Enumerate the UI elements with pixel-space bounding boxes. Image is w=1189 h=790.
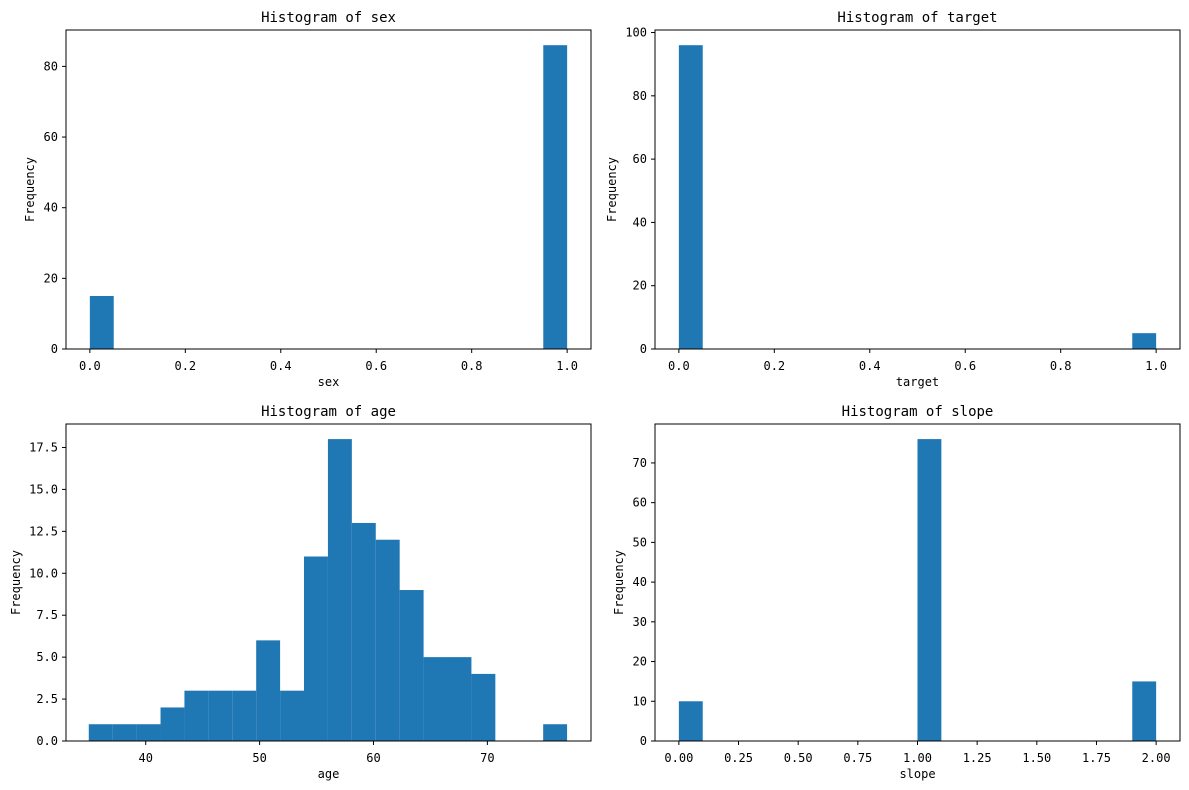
x-tick-label: 70	[480, 751, 494, 765]
histogram-bar	[136, 724, 161, 741]
x-tick-label: 0.00	[664, 751, 693, 765]
y-axis-label: Frequency	[612, 550, 626, 615]
y-tick-label: 10	[633, 694, 647, 708]
x-tick-label: 0.4	[270, 359, 292, 373]
x-tick-label: 1.25	[963, 751, 992, 765]
histogram-bar	[351, 522, 376, 741]
y-tick-label: 0	[640, 734, 647, 748]
histogram-bar	[304, 556, 328, 741]
y-tick-label: 0.0	[36, 734, 58, 748]
y-tick-label: 17.5	[29, 440, 58, 454]
y-tick-label: 100	[625, 26, 647, 40]
histogram-bar	[917, 439, 942, 741]
histogram-bar	[447, 657, 472, 741]
histogram-bar	[208, 690, 233, 741]
chart-panel-slope: 0.00 0.25 0.50 0.75 1.00 1.25 1.50 1.75 2.00 0 10 2…	[612, 404, 1181, 781]
y-tick-label: 60	[633, 496, 647, 510]
x-tick-label: 1.0	[1145, 359, 1167, 373]
histogram-bar	[543, 45, 568, 349]
y-axis-label: Frequency	[23, 157, 37, 222]
x-tick-label: 0.6	[954, 359, 976, 373]
y-tick-label: 40	[633, 575, 647, 589]
plot-frame	[654, 29, 1181, 350]
y-tick-label: 40	[44, 201, 58, 215]
y-tick-label: 50	[633, 535, 647, 549]
histogram-bar	[256, 640, 281, 741]
histogram-bar	[89, 296, 114, 349]
x-tick-label: 0.50	[784, 751, 813, 765]
x-tick-label: 50	[252, 751, 266, 765]
x-tick-label: 0.8	[1050, 359, 1072, 373]
y-tick-label: 15.0	[29, 482, 58, 496]
x-tick-label: 0.0	[79, 359, 101, 373]
chart-title: Histogram of slope	[842, 404, 994, 420]
y-tick-label: 12.5	[29, 524, 58, 538]
y-tick-label: 60	[633, 152, 647, 166]
chart-title: Histogram of sex	[261, 10, 396, 26]
x-tick-label: 0.2	[174, 359, 196, 373]
histogram-bar	[471, 673, 496, 741]
y-tick-label: 30	[633, 615, 647, 629]
histogram-bar	[232, 690, 257, 741]
x-tick-label: 1.75	[1082, 751, 1111, 765]
plot-frame	[65, 423, 592, 742]
chart-title: Histogram of age	[261, 404, 396, 420]
y-tick-label: 80	[633, 89, 647, 103]
chart-title: Histogram of target	[837, 10, 997, 26]
histogram-bar	[184, 690, 209, 741]
y-tick-label: 20	[44, 271, 58, 285]
histogram-bar	[678, 45, 703, 349]
x-tick-label: 0.2	[763, 359, 785, 373]
x-tick-label: 0.8	[461, 359, 483, 373]
y-tick-label: 10.0	[29, 566, 58, 580]
x-tick-label: 1.0	[556, 359, 578, 373]
histogram-bar	[678, 701, 703, 741]
x-tick-label: 2.00	[1142, 751, 1171, 765]
chart-panel-target: 0.0 0.2 0.4 0.6 0.8 1.0 0 20 40 60 80 100 Histogram …	[605, 10, 1181, 389]
x-axis-label: sex	[318, 375, 340, 389]
histogram-bar	[543, 724, 568, 741]
y-tick-label: 5.0	[36, 650, 58, 664]
histogram-bar	[160, 707, 185, 741]
x-tick-label: 1.00	[903, 751, 932, 765]
y-tick-label: 20	[633, 655, 647, 669]
y-axis-label: Frequency	[9, 550, 23, 615]
histogram-bar	[399, 590, 424, 741]
y-tick-label: 70	[633, 456, 647, 470]
histogram-bar	[280, 690, 305, 741]
x-tick-label: 0.25	[724, 751, 753, 765]
y-tick-label: 2.5	[36, 692, 58, 706]
y-tick-label: 60	[44, 130, 58, 144]
chart-panel-age: 40 50 60 70 0.0 2.5 5.0 7.5 10.0 12.5 15.0 17.5 Hist…	[9, 404, 592, 781]
histogram-bar	[1132, 333, 1157, 349]
x-tick-label: 0.6	[365, 359, 387, 373]
y-tick-label: 0	[640, 342, 647, 356]
histogram-bar	[327, 439, 352, 741]
histogram-bar	[112, 724, 137, 741]
y-tick-label: 20	[633, 279, 647, 293]
histogram-bar	[88, 724, 113, 741]
x-axis-label: age	[318, 767, 340, 781]
histogram-bar	[423, 657, 448, 741]
y-tick-label: 80	[44, 59, 58, 73]
x-tick-label: 0.0	[668, 359, 690, 373]
x-axis-label: slope	[899, 767, 935, 781]
plot-frame	[65, 29, 592, 350]
y-tick-label: 0	[51, 342, 58, 356]
x-tick-label: 0.4	[859, 359, 881, 373]
x-tick-label: 0.75	[843, 751, 872, 765]
x-tick-label: 1.50	[1022, 751, 1051, 765]
y-tick-label: 40	[633, 215, 647, 229]
y-tick-label: 7.5	[36, 608, 58, 622]
histogram-bar	[375, 539, 400, 741]
y-axis-label: Frequency	[605, 157, 619, 222]
chart-panel-sex: 0.0 0.2 0.4 0.6 0.8 1.0 0 20 40 60 80 Histogram of …	[23, 10, 592, 389]
histogram-bar	[1132, 681, 1157, 741]
x-axis-label: target	[896, 375, 939, 389]
x-tick-label: 60	[366, 751, 380, 765]
x-tick-label: 40	[138, 751, 152, 765]
